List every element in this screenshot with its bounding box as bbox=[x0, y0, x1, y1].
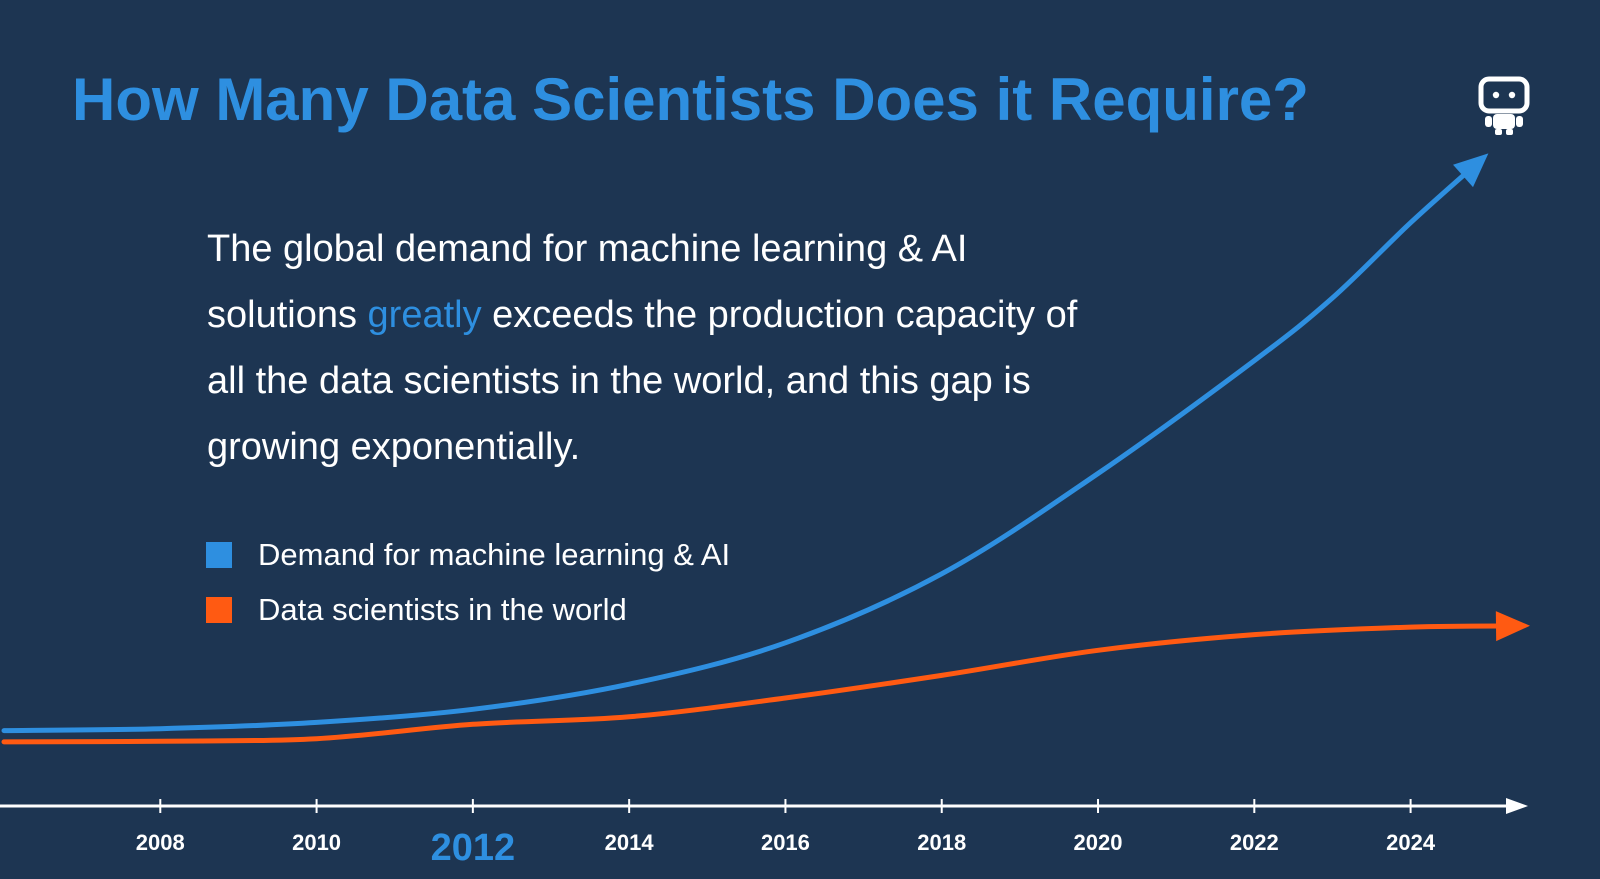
x-tick-label: 2008 bbox=[136, 830, 185, 855]
description-highlight: greatly bbox=[367, 294, 482, 336]
x-tick-label: 2018 bbox=[917, 830, 966, 855]
x-tick-label-highlighted: 2012 bbox=[431, 827, 516, 869]
x-axis-arrow bbox=[1506, 798, 1528, 814]
x-tick-label: 2010 bbox=[292, 830, 341, 855]
series-arrowhead-demand bbox=[1453, 153, 1489, 188]
legend-swatch-demand bbox=[206, 542, 232, 568]
legend-swatch-supply bbox=[206, 597, 232, 623]
description-text-end: exceeds the production capacity of all t… bbox=[207, 294, 1078, 468]
x-tick-label: 2024 bbox=[1386, 830, 1436, 855]
series-line-supply bbox=[1, 623, 1523, 745]
x-tick-label: 2020 bbox=[1074, 830, 1123, 855]
legend-label-supply: Data scientists in the world bbox=[258, 592, 627, 627]
robot-icon bbox=[1478, 76, 1530, 135]
x-tick-label: 2014 bbox=[605, 830, 655, 855]
description: The global demand for machine learning &… bbox=[207, 216, 1107, 480]
x-tick-label: 2016 bbox=[761, 830, 810, 855]
chart-legend: Demand for machine learning & AI Data sc… bbox=[206, 537, 731, 648]
legend-item-supply: Data scientists in the world bbox=[206, 592, 730, 627]
legend-label-demand: Demand for machine learning & AI bbox=[258, 537, 731, 572]
description-text-start: The global demand for machine learning &… bbox=[207, 228, 968, 336]
page-title: How Many Data Scientists Does it Require… bbox=[72, 66, 1309, 133]
legend-item-demand: Demand for machine learning & AI bbox=[206, 537, 731, 572]
series-line-demand bbox=[1, 157, 1484, 734]
x-tick-label: 2022 bbox=[1230, 830, 1279, 855]
series-arrowhead-supply bbox=[1495, 611, 1530, 642]
